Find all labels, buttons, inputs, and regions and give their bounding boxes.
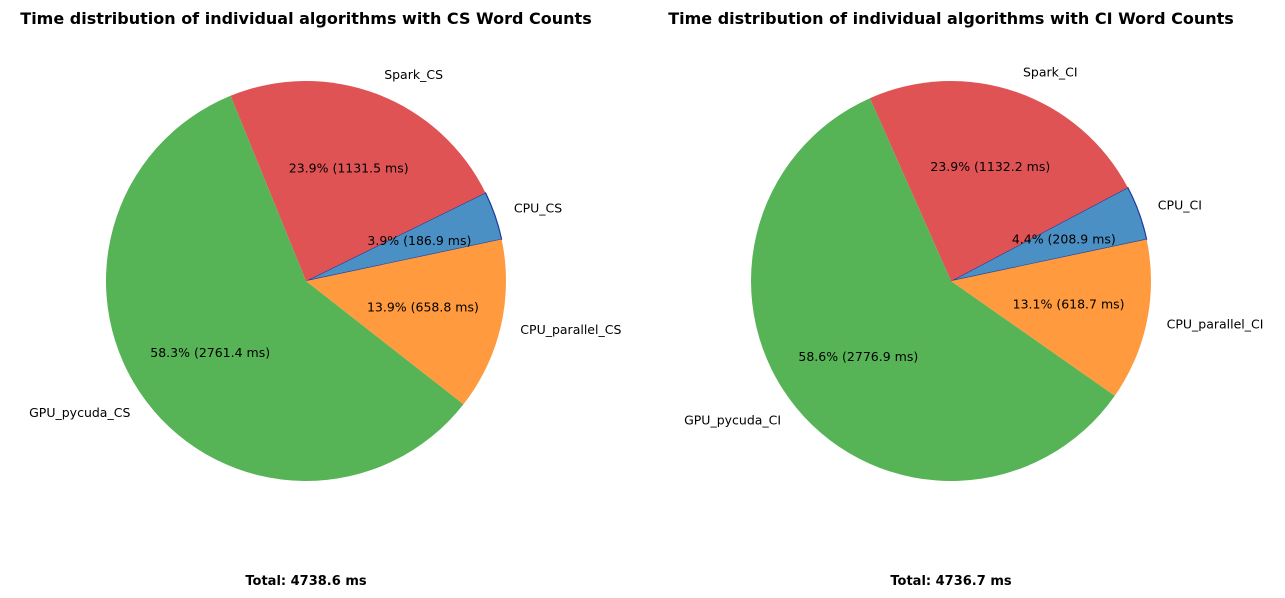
slice-category-label: CPU_CI: [1158, 198, 1202, 213]
slice-percent-label: 23.9% (1131.5 ms): [289, 160, 409, 175]
slice-percent-label: 13.1% (618.7 ms): [1013, 296, 1125, 311]
pie-slice-spark-ci: [869, 81, 1128, 282]
pie-labels: CPU_CI 4.4% (208.9 ms) Spark_CI 23.9% (1132…: [684, 65, 1263, 428]
ci-pie-chart: Time distribution of individual algorith…: [668, 9, 1263, 589]
slice-percent-label: 58.3% (2761.4 ms): [150, 345, 270, 360]
cs-pie-chart: Time distribution of individual algorith…: [20, 9, 621, 589]
pie-slices: [751, 81, 1152, 482]
pie-labels: CPU_CS 3.9% (186.9 ms) Spark_CS 23.9% (1131…: [29, 67, 621, 420]
slice-category-label: Spark_CI: [1023, 65, 1078, 80]
pie-slice-cpu-parallel-ci: [951, 239, 1152, 396]
slice-category-label: CPU_parallel_CI: [1167, 316, 1264, 331]
slice-percent-label: 3.9% (186.9 ms): [367, 233, 471, 248]
pie-slice-cpu-ci: [950, 186, 1148, 282]
pie-slice-cpu-cs: [305, 192, 503, 282]
slice-category-label: CPU_CS: [514, 201, 562, 216]
chart-title: Time distribution of individual algorith…: [20, 9, 591, 28]
slice-category-label: Spark_CS: [384, 67, 443, 82]
pie-slice-gpu-pycuda-ci: [751, 98, 1115, 482]
pie-slice-cpu-parallel-cs: [306, 239, 506, 405]
slice-percent-label: 4.4% (208.9 ms): [1012, 232, 1116, 247]
chart-title: Time distribution of individual algorith…: [668, 9, 1234, 28]
slice-category-label: GPU_pycuda_CI: [684, 412, 781, 427]
pie-slice-gpu-pycuda-cs: [105, 95, 464, 481]
slice-category-label: GPU_pycuda_CS: [29, 405, 130, 420]
total-label: Total: 4738.6 ms: [245, 574, 366, 589]
pie-slice-spark-cs: [230, 80, 486, 281]
slice-category-label: CPU_parallel_CS: [520, 322, 621, 337]
slice-percent-label: 13.9% (658.8 ms): [367, 300, 479, 315]
slice-percent-label: 23.9% (1132.2 ms): [930, 159, 1050, 174]
total-label: Total: 4736.7 ms: [890, 574, 1011, 589]
slice-percent-label: 58.6% (2776.9 ms): [798, 349, 918, 364]
pie-slices: [105, 80, 506, 481]
